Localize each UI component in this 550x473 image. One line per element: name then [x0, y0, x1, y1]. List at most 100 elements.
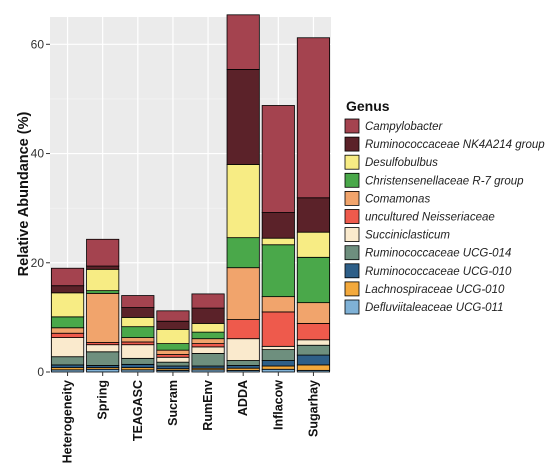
x-tick-label: Inflacow: [271, 380, 285, 430]
bar-segment: [261, 212, 295, 239]
bar-segment: [226, 237, 260, 269]
bar-segment: [296, 322, 330, 341]
bar-segment: [191, 293, 225, 309]
legend-swatch: [344, 172, 360, 188]
bar-segment: [226, 360, 260, 366]
bar-segment: [191, 322, 225, 333]
legend-label: Christensenellaceae R-7 group: [365, 175, 524, 187]
x-tick-label: TEAGASC: [131, 380, 145, 441]
legend-label: Ruminococcaceae UCG-014: [365, 248, 511, 260]
bar-segment: [191, 346, 225, 354]
bar-segment: [156, 354, 190, 358]
bar-segment: [226, 14, 260, 70]
bar-segment: [261, 105, 295, 213]
bar-stack: [121, 295, 155, 373]
legend-swatch: [344, 154, 360, 170]
legend-label: Defluviitaleaceae UCG-011: [365, 302, 504, 314]
bar-segment: [226, 338, 260, 361]
bar-segment: [156, 310, 190, 322]
bar-segment: [51, 356, 85, 366]
bar-segment: [156, 320, 190, 330]
legend-swatch: [344, 227, 360, 243]
bar-segment: [156, 356, 190, 363]
y-axis: 0 20 40 60: [31, 37, 50, 379]
legend-label: Comamonas: [365, 193, 430, 205]
bar-segment: [226, 267, 260, 320]
bar-segment: [261, 365, 295, 370]
bar-stack: [86, 238, 120, 373]
legend-swatch: [344, 281, 360, 297]
bar-segment: [121, 344, 155, 359]
bar-segment: [191, 353, 225, 367]
bar-segment: [51, 327, 85, 334]
bar-segment: [191, 338, 225, 344]
bar-segment: [296, 364, 330, 371]
legend-swatch: [344, 299, 360, 315]
bar-stack: [261, 105, 295, 373]
bar-segment: [51, 364, 85, 369]
bar-segment: [51, 267, 85, 287]
bar-segment: [86, 238, 120, 267]
bar-segment: [51, 285, 85, 294]
x-tick-label: Sucram: [166, 380, 180, 426]
bar-segment: [86, 268, 120, 292]
legend-title: Genus: [346, 98, 390, 114]
bar-stack: [226, 14, 260, 373]
legend-swatch: [344, 190, 360, 206]
bar-segment: [261, 368, 295, 373]
legend-label: Lachnospiraceae UCG-010: [365, 284, 505, 296]
legend-label: Desulfobulbus: [365, 157, 438, 169]
bar-segment: [51, 292, 85, 318]
legend-label: Campylobacter: [365, 121, 444, 133]
y-tick-label: 20: [31, 256, 45, 270]
legend-label: uncultured Neisseriaceae: [365, 212, 495, 224]
bar-stack: [156, 310, 190, 373]
bar-segment: [156, 361, 190, 367]
bar-segment: [261, 345, 295, 351]
bar-segment: [51, 332, 85, 338]
legend: Genus Campylobacter Ruminococcaceae NK4A2…: [344, 98, 545, 315]
bar-segment: [121, 316, 155, 328]
bar-segment: [86, 351, 120, 366]
legend-swatch: [344, 245, 360, 261]
x-tick-label: RumEnv: [201, 380, 215, 431]
bar-segment: [296, 37, 330, 199]
bar-segment: [296, 344, 330, 356]
bar-segment: [296, 197, 330, 233]
bar-segment: [191, 331, 225, 340]
bar-segment: [121, 341, 155, 346]
bar-segment: [156, 328, 190, 344]
bar-segment: [261, 244, 295, 298]
bar-segment: [191, 343, 225, 348]
bar-segment: [296, 302, 330, 324]
y-tick-label: 0: [37, 365, 44, 379]
bar-segment: [226, 365, 260, 369]
bar-segment: [296, 231, 330, 258]
y-tick-label: 60: [31, 37, 45, 51]
bar-segment: [261, 296, 295, 313]
bar-segment: [121, 326, 155, 338]
bar-segment: [156, 349, 190, 355]
bar-segment: [86, 292, 120, 343]
x-tick-label: Sugarhay: [306, 380, 320, 437]
bar-segment: [121, 295, 155, 308]
bar-segment: [86, 290, 120, 294]
bar-segment: [121, 337, 155, 343]
bar-segment: [226, 319, 260, 340]
bar-segment: [261, 237, 295, 246]
bars-group: [51, 14, 330, 373]
bar-segment: [296, 339, 330, 346]
bar-stack: [51, 267, 85, 373]
y-axis-title: Relative Abundance (%): [16, 112, 32, 277]
bar-segment: [121, 307, 155, 318]
x-tick-label: Spring: [96, 380, 110, 420]
bar-segment: [121, 363, 155, 369]
bar-segment: [261, 311, 295, 347]
legend-swatch: [344, 209, 360, 224]
bar-stack: [296, 37, 330, 373]
bar-segment: [121, 357, 155, 365]
bar-segment: [51, 337, 85, 358]
bar-segment: [86, 265, 120, 270]
bar-segment: [156, 365, 190, 370]
